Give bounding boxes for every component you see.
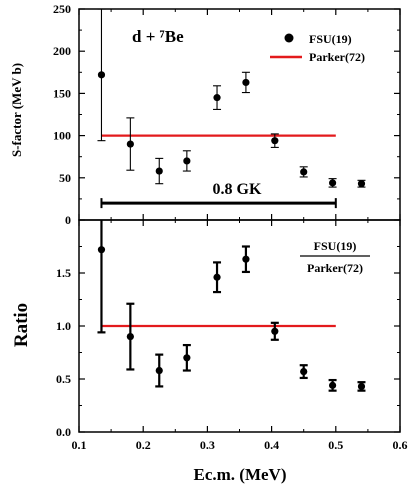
- bottom-data-point: [242, 255, 250, 263]
- top-data-point: [97, 71, 106, 79]
- x-axis-label: Ec.m. (MeV): [194, 465, 287, 484]
- top-data-point: [328, 179, 337, 187]
- x-tick-label: 0.4: [264, 438, 279, 452]
- x-tick-label: 0.2: [136, 438, 151, 452]
- legend-label-fsu: FSU(19): [309, 32, 352, 46]
- x-tick-label: 0.5: [328, 438, 343, 452]
- top-y-tick-label: 50: [59, 171, 71, 185]
- top-data-point: [183, 157, 191, 165]
- range-bar-label: 0.8 GK: [213, 181, 262, 198]
- top-data-point: [213, 94, 221, 102]
- top-data-layer: [97, 9, 366, 188]
- bottom-data-point: [126, 333, 134, 341]
- bottom-data-point: [357, 382, 366, 391]
- x-tick-label: 0.6: [393, 438, 408, 452]
- ratio-denominator: Parker(72): [307, 261, 363, 275]
- bottom-y-tick-label: 1.0: [56, 319, 71, 333]
- bottom-y-tick-label: 1.5: [56, 266, 71, 280]
- bottom-data-layer: [97, 220, 366, 392]
- bottom-data-point: [271, 327, 279, 335]
- top-y-tick-label: 100: [53, 129, 71, 143]
- ratio-numerator: FSU(19): [314, 239, 357, 253]
- top-data-point: [126, 140, 134, 148]
- top-y-tick-label: 150: [53, 86, 71, 100]
- bottom-data-point: [97, 246, 106, 254]
- top-data-point: [271, 137, 279, 145]
- bottom-y-tick-label: 0.0: [56, 425, 71, 439]
- bottom-data-point: [155, 366, 163, 375]
- bottom-panel: 0.1 0.2 0.3 0.4 0.5 0.6 0.0 0.5 1.0 1.5: [56, 219, 408, 452]
- top-y-tick-label: 250: [53, 2, 71, 16]
- top-y-tick-label: 200: [53, 44, 71, 58]
- top-data-point: [357, 180, 366, 188]
- bottom-data-point: [328, 381, 337, 389]
- top-data-point: [242, 78, 250, 87]
- bottom-data-point: [213, 273, 221, 281]
- top-panel-annotation: d + ⁷Be: [132, 27, 184, 46]
- bottom-data-point: [183, 354, 191, 362]
- legend: FSU(19) Parker(72): [270, 32, 365, 64]
- top-data-point: [300, 168, 308, 176]
- legend-marker-fsu: [284, 33, 294, 43]
- x-tick-label: 0.3: [200, 438, 215, 452]
- bottom-data-point: [300, 367, 308, 376]
- top-y-axis-label: S-factor (MeV b): [9, 63, 24, 157]
- bottom-y-tick-label: 0.5: [56, 372, 71, 386]
- bottom-y-axis-label: Ratio: [11, 303, 32, 347]
- legend-label-parker: Parker(72): [309, 50, 365, 64]
- top-y-tick-label: 0: [65, 213, 71, 227]
- top-data-point: [155, 167, 163, 175]
- x-tick-label: 0.1: [72, 438, 87, 452]
